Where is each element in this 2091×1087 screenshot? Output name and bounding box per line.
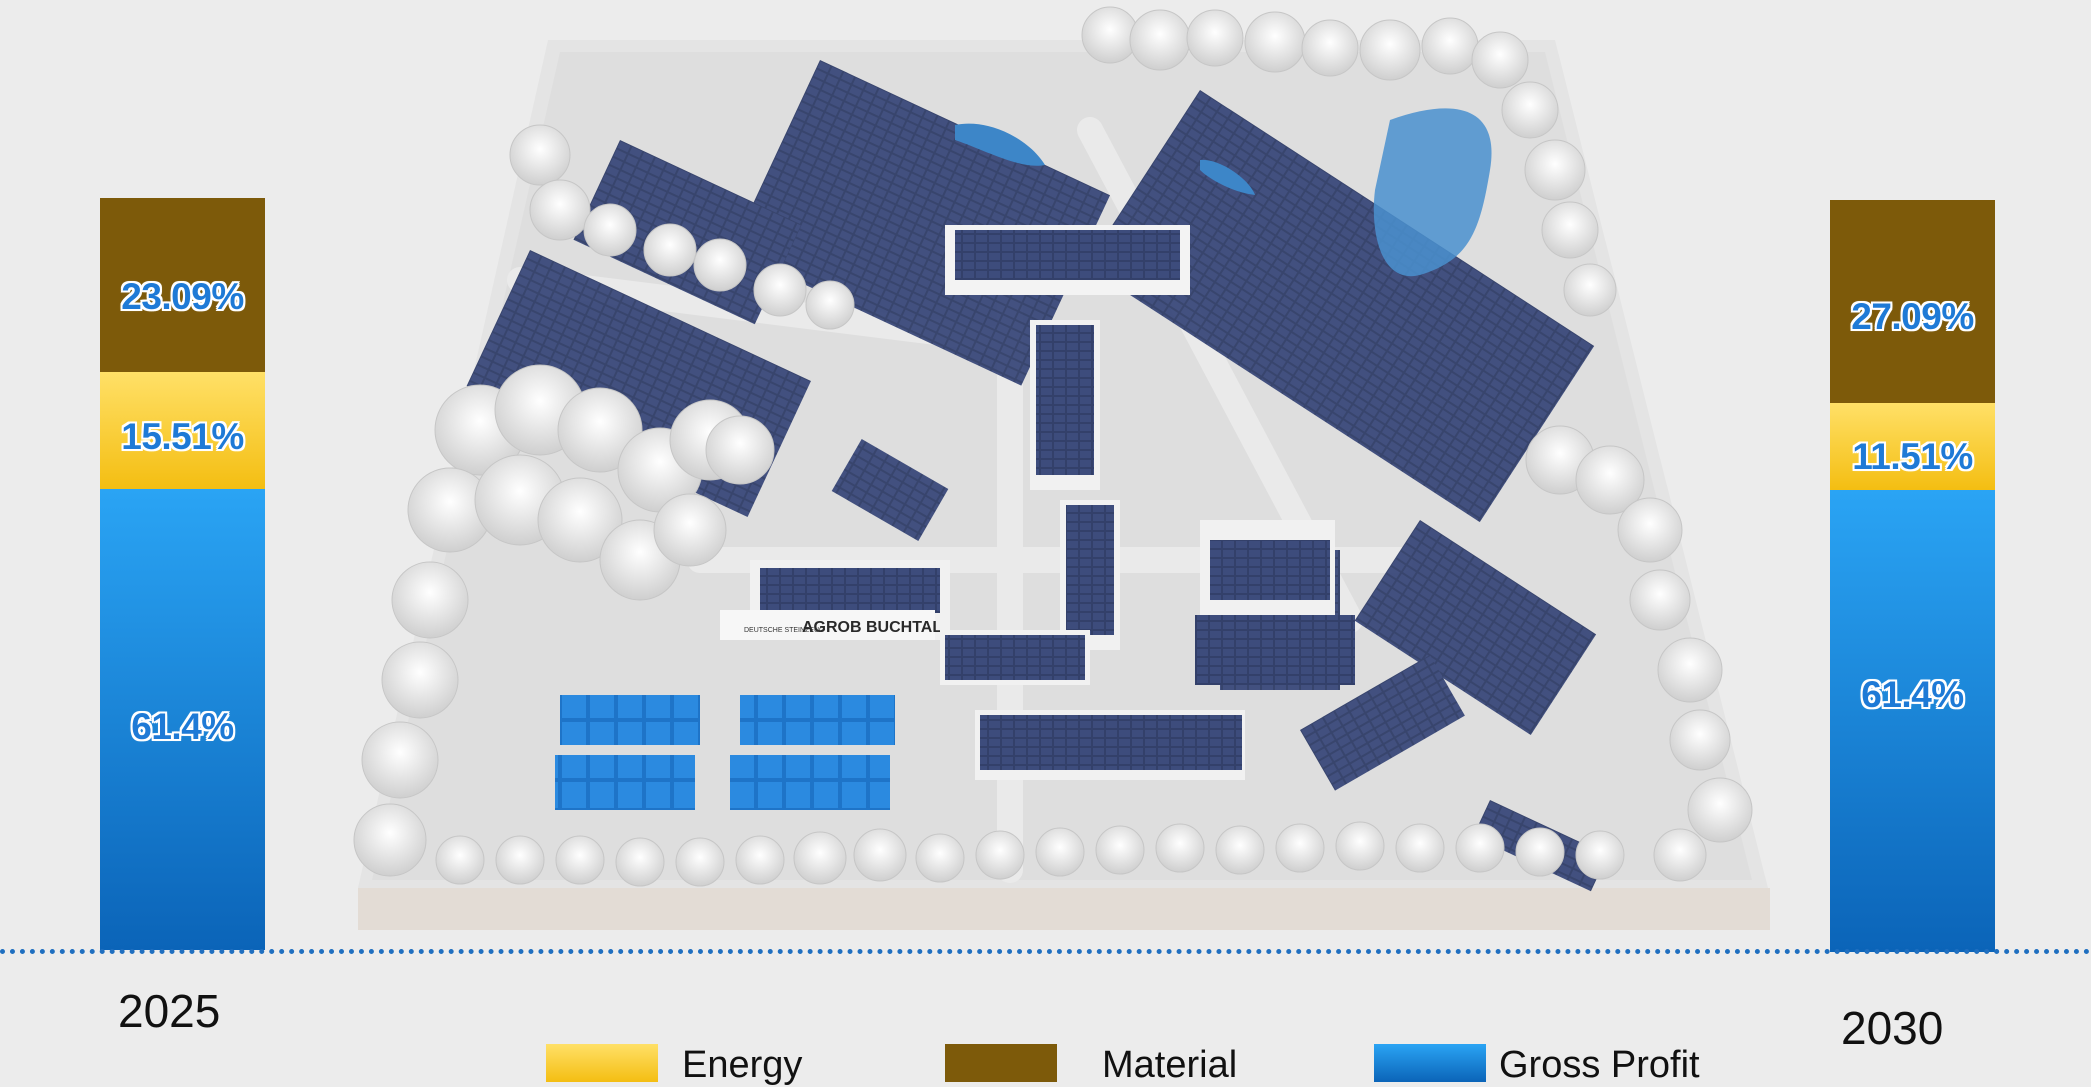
agrob-sign-panel [720, 610, 935, 640]
legend-label-gross-profit: Gross Profit [1499, 1044, 1700, 1086]
bar-2030-material-label: 27.09% [1851, 296, 1974, 337]
category-label-2025: 2025 [118, 985, 221, 1037]
agrob-sign: AGROB BUCHTAL [802, 619, 942, 636]
bar-2030-energy-segment [1830, 403, 1995, 490]
bar-2025-energy-segment [100, 372, 265, 489]
bar-2030-energy-label: 11.51% [1852, 436, 1973, 477]
chart-baseline [0, 949, 2091, 954]
bar-2025-material-segment [100, 198, 265, 372]
bar-2025-energy-label: 15.51% [121, 416, 244, 457]
bar-2025-gross-profit-label: 61.4% [131, 706, 234, 747]
legend-swatch-material [945, 1044, 1057, 1082]
bar-2030-gross-profit-label: 61.4% [1861, 674, 1964, 715]
bar-2025: 23.09% 15.51% 61.4% [100, 198, 265, 950]
legend-label-material: Material [1102, 1044, 1238, 1086]
legend-swatch-gross-profit [1374, 1044, 1486, 1082]
legend-swatch-energy [546, 1044, 658, 1082]
bar-2025-gross-profit-segment [100, 489, 265, 950]
bar-2025-material-label: 23.09% [121, 276, 244, 317]
bar-2030: 27.09% 11.51% 61.4% [1830, 200, 1995, 952]
agrob-sign-small: DEUTSCHE STEINZEUG [744, 627, 825, 634]
bar-2030-material-segment [1830, 200, 1995, 403]
category-label-2030: 2030 [1841, 1002, 1944, 1054]
bar-2030-gross-profit-segment [1830, 490, 1995, 952]
legend-label-energy: Energy [682, 1044, 803, 1086]
